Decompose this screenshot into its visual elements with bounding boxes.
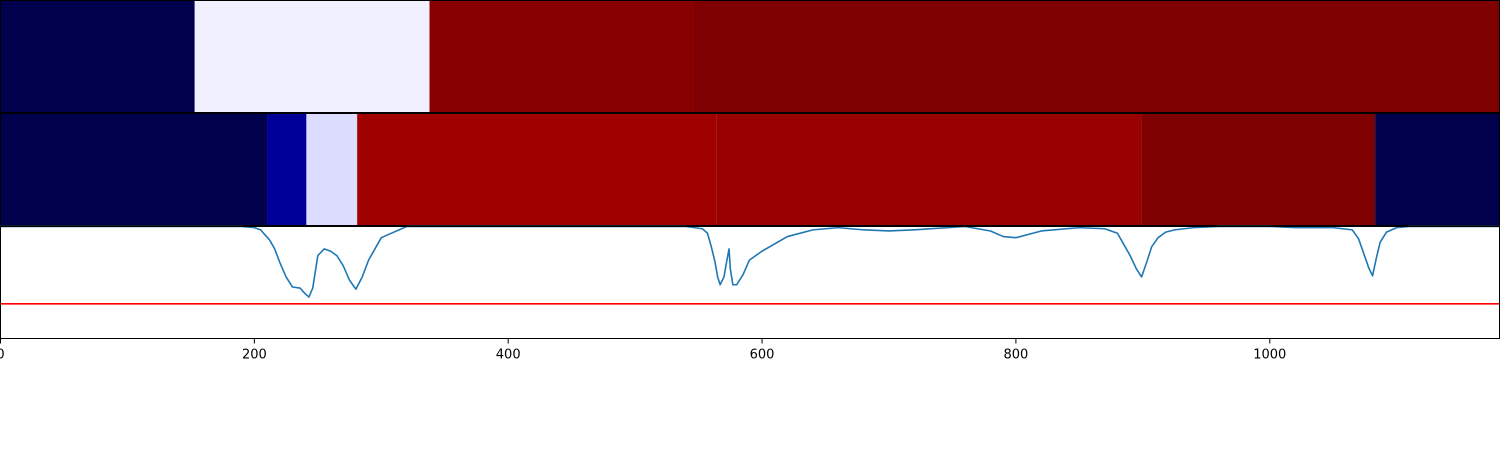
heatmap-cell-1-2 (194, 0, 430, 113)
heatmap-cell-1-1 (0, 0, 195, 113)
x-tick-label-1000: 1000 (1253, 348, 1286, 363)
heatmap-cell-2-3 (306, 113, 358, 226)
x-axis: 0 200 400 600 800 1000 (0, 338, 1286, 363)
x-tick-label-200: 200 (242, 348, 267, 363)
x-tick-label-0: 0 (0, 348, 5, 363)
series-line-1 (0, 225, 1500, 298)
heatmap-cell-2-6 (1141, 113, 1376, 226)
heatmap-cell-2-4 (357, 113, 717, 226)
heatmap-cell-1-3 (429, 0, 694, 113)
x-tick-label-400: 400 (496, 348, 521, 363)
heatmap-cell-2-7 (1375, 113, 1500, 226)
heatmap-cell-2-1 (0, 113, 268, 226)
x-tick-label-600: 600 (750, 348, 775, 363)
panels-group (0, 0, 1500, 339)
panel-1 (0, 0, 1500, 113)
heatmap-cell-2-5 (716, 113, 1142, 226)
heatmap-cell-2-2 (267, 113, 307, 226)
panel-2 (0, 113, 1500, 226)
heatmap-cell-1-4 (693, 0, 1500, 113)
panel-3 (0, 225, 1500, 339)
x-tick-label-800: 800 (1003, 348, 1028, 363)
panel-frame-3 (0, 226, 1500, 339)
